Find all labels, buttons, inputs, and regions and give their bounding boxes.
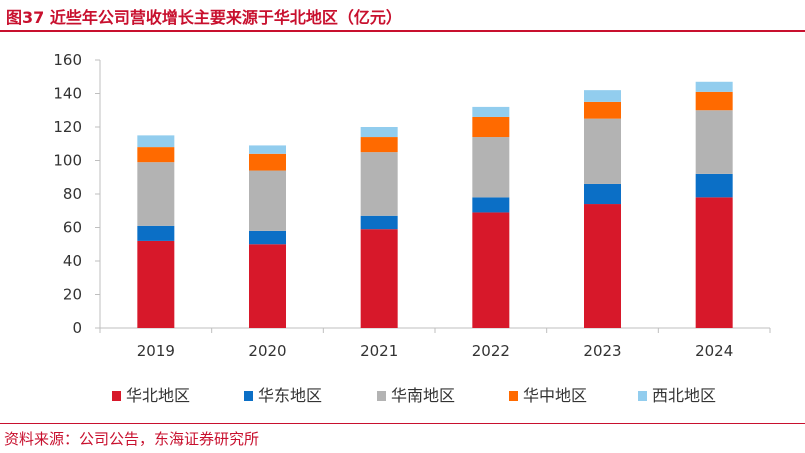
- legend: 华北地区 华东地区 华南地区 华中地区 西北地区: [112, 386, 716, 405]
- bar-segment: [249, 230, 286, 245]
- bar-segment: [249, 170, 286, 231]
- x-tick-label: 2023: [583, 342, 621, 360]
- bar-segment: [695, 110, 733, 174]
- y-tick-label: 60: [63, 219, 82, 237]
- y-tick-label: 140: [53, 85, 82, 103]
- bar-segment: [360, 229, 398, 328]
- bar-segment: [584, 183, 621, 205]
- bar-segment: [472, 106, 510, 117]
- x-tick-label: 2024: [695, 342, 733, 360]
- x-tick-label: 2022: [472, 342, 510, 360]
- legend-swatch: [638, 391, 647, 401]
- y-axis: 0 20 40 60 80 100 120 140 160: [53, 51, 101, 337]
- y-tick-label: 40: [63, 252, 82, 270]
- source-rule: [0, 423, 805, 424]
- legend-label: 华东地区: [258, 386, 322, 405]
- bar-segment: [472, 116, 510, 138]
- bar-segment: [249, 145, 286, 154]
- x-axis: 2019 2020 2021 2022 2023 2024: [99, 327, 771, 360]
- y-tick-label: 20: [63, 286, 82, 304]
- bar-segment: [360, 137, 398, 153]
- legend-swatch: [112, 391, 121, 401]
- bar-segment: [137, 147, 175, 163]
- bar-segment: [584, 90, 621, 102]
- title-rule: [0, 30, 805, 32]
- bar-segment: [472, 197, 510, 213]
- bar-segment: [584, 118, 621, 184]
- legend-swatch: [509, 391, 518, 401]
- x-tick-label: 2020: [248, 342, 286, 360]
- bar-segment: [249, 244, 286, 328]
- bar-segment: [360, 215, 398, 230]
- chart-title: 图37 近些年公司营收增长主要来源于华北地区（亿元）: [6, 8, 402, 27]
- bar-segment: [137, 225, 175, 241]
- bar-segment: [695, 91, 733, 111]
- y-tick-label: 80: [63, 185, 82, 203]
- x-tick-label: 2019: [137, 342, 175, 360]
- bar-segment: [695, 81, 733, 92]
- legend-label: 华北地区: [126, 386, 190, 405]
- bar-segment: [584, 204, 621, 328]
- legend-label: 华南地区: [391, 386, 455, 405]
- y-tick-label: 100: [53, 152, 82, 170]
- bar-segment: [695, 173, 733, 198]
- source-note: 资料来源：公司公告，东海证券研究所: [4, 430, 260, 448]
- legend-swatch: [244, 391, 253, 401]
- legend-label: 华中地区: [523, 386, 587, 405]
- bar-segment: [472, 137, 510, 198]
- bars: [137, 81, 733, 328]
- bar-segment: [360, 152, 398, 216]
- x-tick-label: 2021: [360, 342, 398, 360]
- bar-segment: [249, 153, 286, 171]
- bar-segment: [360, 127, 398, 138]
- y-tick-label: 0: [72, 319, 82, 337]
- legend-swatch: [377, 391, 386, 401]
- bar-segment: [137, 162, 175, 226]
- bar-segment: [137, 135, 175, 148]
- bar-segment: [472, 212, 510, 328]
- bar-segment: [584, 101, 621, 119]
- legend-label: 西北地区: [652, 386, 716, 405]
- y-tick-label: 120: [53, 118, 82, 136]
- bar-segment: [695, 197, 733, 328]
- bar-segment: [137, 240, 175, 328]
- y-tick-label: 160: [53, 51, 82, 69]
